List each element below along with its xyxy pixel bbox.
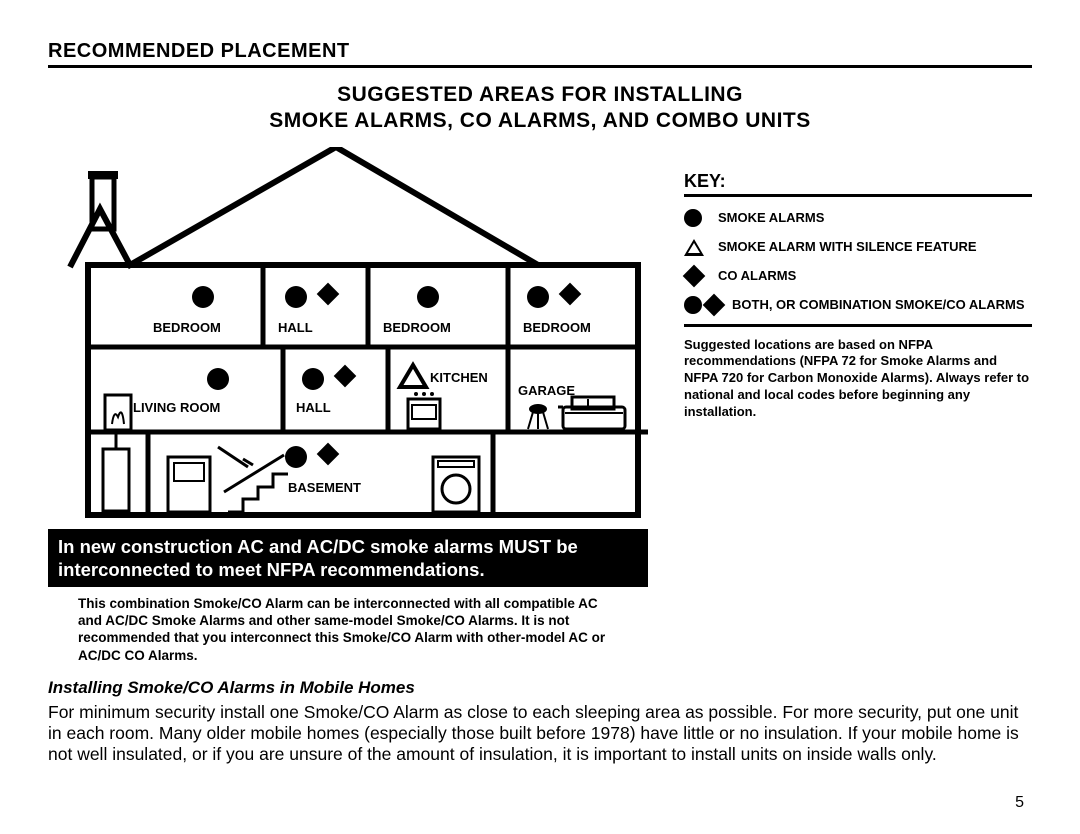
circle-icon — [684, 209, 702, 227]
key-title: KEY: — [684, 171, 1032, 197]
house-diagram: BEDROOM HALL BEDROOM BEDROOM LIVING ROOM… — [48, 147, 648, 527]
key-label: CO ALARMS — [718, 268, 796, 284]
main-title-line2: SMOKE ALARMS, CO ALARMS, AND COMBO UNITS — [48, 108, 1032, 134]
key-label: BOTH, OR COMBINATION SMOKE/CO ALARMS — [732, 297, 1025, 313]
svg-text:GARAGE: GARAGE — [518, 383, 575, 398]
mobile-homes-body: For minimum security install one Smoke/C… — [48, 702, 1032, 765]
circle-icon — [684, 296, 702, 314]
key-column: KEY: SMOKE ALARMS SMOKE ALARM WITH SILEN… — [678, 147, 1032, 421]
house-column: BEDROOM HALL BEDROOM BEDROOM LIVING ROOM… — [48, 147, 648, 664]
key-label: SMOKE ALARM WITH SILENCE FEATURE — [718, 239, 977, 255]
key-item-smoke-silence: SMOKE ALARM WITH SILENCE FEATURE — [684, 235, 1032, 260]
svg-text:KITCHEN: KITCHEN — [430, 370, 488, 385]
svg-text:HALL: HALL — [278, 320, 313, 335]
content-row: BEDROOM HALL BEDROOM BEDROOM LIVING ROOM… — [48, 147, 1032, 664]
key-item-smoke: SMOKE ALARMS — [684, 205, 1032, 231]
triangle-icon — [684, 239, 704, 256]
key-list: SMOKE ALARMS SMOKE ALARM WITH SILENCE FE… — [684, 205, 1032, 318]
key-divider — [684, 324, 1032, 327]
key-footnote: Suggested locations are based on NFPA re… — [684, 337, 1032, 421]
page-number: 5 — [1015, 794, 1024, 812]
key-label: SMOKE ALARMS — [718, 210, 824, 226]
key-item-co: CO ALARMS — [684, 264, 1032, 288]
key-item-both: BOTH, OR COMBINATION SMOKE/CO ALARMS — [684, 292, 1032, 318]
svg-text:HALL: HALL — [296, 400, 331, 415]
combo-note: This combination Smoke/CO Alarm can be i… — [48, 587, 648, 664]
mobile-homes-heading: Installing Smoke/CO Alarms in Mobile Hom… — [48, 678, 1032, 698]
main-title-line1: SUGGESTED AREAS FOR INSTALLING — [48, 82, 1032, 108]
main-title: SUGGESTED AREAS FOR INSTALLING SMOKE ALA… — [48, 82, 1032, 135]
svg-text:BASEMENT: BASEMENT — [288, 480, 361, 495]
svg-text:BEDROOM: BEDROOM — [153, 320, 221, 335]
svg-text:LIVING ROOM: LIVING ROOM — [133, 400, 220, 415]
svg-text:BEDROOM: BEDROOM — [383, 320, 451, 335]
section-title: RECOMMENDED PLACEMENT — [48, 40, 1032, 68]
interconnect-banner: In new construction AC and AC/DC smoke a… — [48, 529, 648, 587]
svg-text:BEDROOM: BEDROOM — [523, 320, 591, 335]
diamond-icon — [703, 293, 726, 316]
diamond-icon — [683, 264, 706, 287]
